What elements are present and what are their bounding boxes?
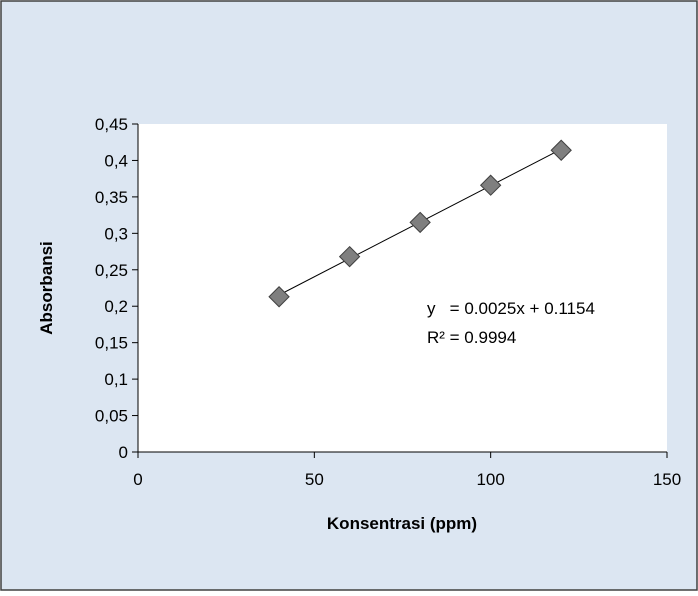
y-tick-label: 0,1 [104,370,128,389]
data-point [409,211,431,234]
y-tick-label: 0,4 [104,151,128,170]
x-tick-label: 150 [653,470,681,489]
y-tick-label: 0,15 [95,334,128,353]
plot-area [138,124,667,452]
data-points-layer [268,139,572,308]
data-point [479,174,502,196]
y-tick-label: 0,05 [95,407,128,426]
axes-layer: 0 0,05 0,1 0,15 0,2 0,25 0,3 0,35 0,4 0,45 0 50 100 1… [95,115,681,489]
y-tick-label: 0,45 [95,115,128,134]
x-tick-label: 0 [133,470,142,489]
y-tick-label: 0,35 [95,188,128,207]
data-point [268,286,290,308]
trendline-equation: y = 0.0025x + 0.1154 [427,299,595,318]
r-squared-label: R² = 0.9994 [427,328,516,347]
x-tick-label: 50 [305,470,324,489]
y-tick-label: 0,3 [104,224,128,243]
y-tick-label: 0,2 [104,297,128,316]
x-tick-label: 100 [476,470,504,489]
x-axis-title: Konsentrasi (ppm) [327,514,477,533]
data-point [550,139,572,161]
y-tick-label: 0 [119,443,128,462]
y-tick-label: 0,25 [95,261,128,280]
y-axis-title: Absorbansi [37,241,56,335]
data-point [338,245,361,268]
